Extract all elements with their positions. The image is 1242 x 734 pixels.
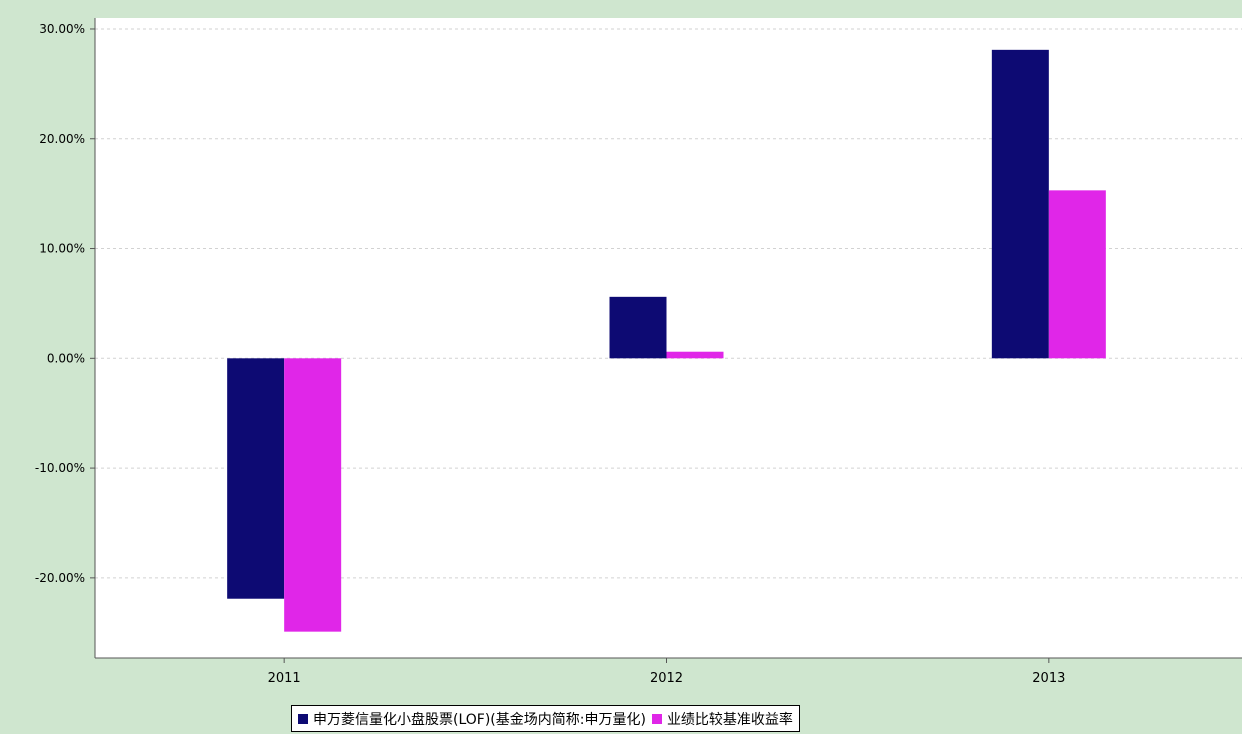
bar-benchmark-2012: [666, 351, 724, 359]
y-tick-label-0: 30.00%: [39, 22, 85, 36]
legend-item-benchmark: 业绩比较基准收益率: [651, 709, 793, 729]
legend-swatch-fund: [298, 713, 308, 724]
bar-fund-2013: [991, 49, 1049, 359]
legend-item-fund: 申万菱信量化小盘股票(LOF)(基金场内简称:申万量化): [298, 709, 646, 729]
y-tick-label-1: 20.00%: [39, 132, 85, 146]
x-tick-label-2011: 2011: [268, 671, 301, 686]
legend: 申万菱信量化小盘股票(LOF)(基金场内简称:申万量化) 业绩比较基准收益率: [291, 705, 800, 732]
y-tick-label-4: -10.00%: [35, 461, 85, 475]
x-tick-label-2013: 2013: [1032, 671, 1065, 686]
bar-fund-2011: [227, 358, 285, 599]
bar-benchmark-2011: [284, 358, 342, 632]
legend-swatch-benchmark: [651, 713, 662, 724]
x-tick-label-2012: 2012: [650, 671, 683, 686]
y-tick-label-2: 10.00%: [39, 242, 85, 256]
y-tick-label-5: -20.00%: [35, 571, 85, 585]
bar-fund-2012: [609, 296, 667, 359]
y-tick-label-3: 0.00%: [47, 351, 85, 365]
legend-label-benchmark: 业绩比较基准收益率: [666, 711, 793, 728]
bar-benchmark-2013: [1048, 190, 1106, 359]
legend-label-fund: 申万菱信量化小盘股票(LOF)(基金场内简称:申万量化): [313, 711, 646, 728]
